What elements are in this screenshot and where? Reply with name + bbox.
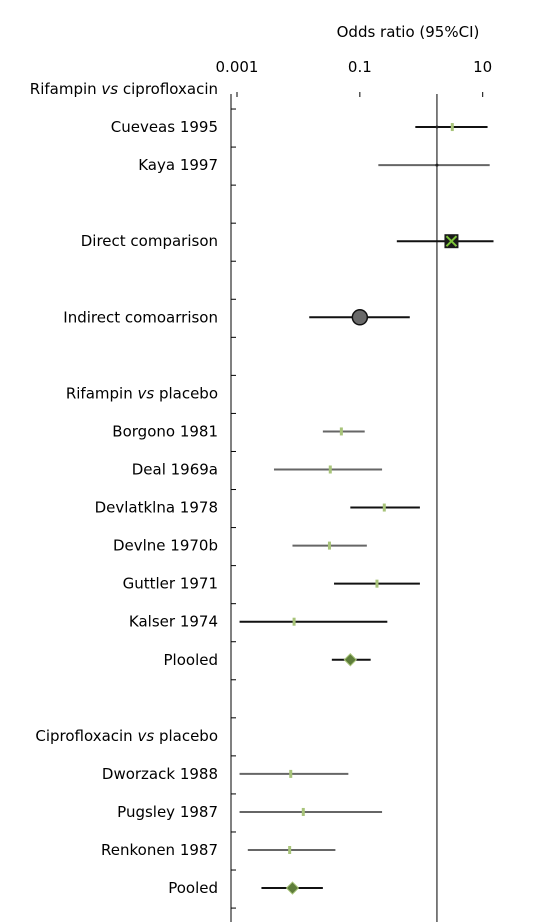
row-label: Indirect comoarrison xyxy=(63,308,218,326)
x-tick-label: 0.1 xyxy=(348,58,372,76)
point-estimate xyxy=(288,846,292,854)
row-label: Kalser 1974 xyxy=(129,613,218,631)
row-label: Pooled xyxy=(168,879,218,897)
row-label: Direct comparison xyxy=(81,232,218,250)
point-estimate xyxy=(292,617,296,626)
point-estimate xyxy=(327,541,331,550)
x-axis: 0.001 0.1 10 xyxy=(216,58,492,922)
direct-cross xyxy=(445,235,458,247)
indirect-estimate xyxy=(351,309,369,326)
x-tick-label: 0.001 xyxy=(216,58,259,76)
row-label: Renkonen 1987 xyxy=(101,841,218,859)
row-label: Plooled xyxy=(164,651,219,669)
point-estimate xyxy=(435,125,439,129)
point-estimate xyxy=(289,769,293,778)
row-label: Rifampin vs ciprofloxacin xyxy=(30,80,218,98)
row-label: Dworzack 1988 xyxy=(102,765,218,783)
row-label: Deal 1969a xyxy=(132,461,218,479)
point-estimate xyxy=(435,163,439,167)
row-label: Devlatklna 1978 xyxy=(95,499,218,517)
row-label: Borgono 1981 xyxy=(112,422,218,440)
pooled-diamond xyxy=(343,653,358,667)
row-label: Cueveas 1995 xyxy=(111,118,218,136)
point-estimate xyxy=(339,427,343,436)
point-estimate xyxy=(375,579,379,588)
row-label: Ciprofloxacin vs placebo xyxy=(35,727,218,745)
row-label: Kaya 1997 xyxy=(138,156,218,174)
point-estimate xyxy=(450,123,454,132)
x-tick-label: 10 xyxy=(473,58,492,76)
row-label: Guttler 1971 xyxy=(123,575,218,593)
point-estimate xyxy=(328,465,332,474)
row-label: Rifampin vs placebo xyxy=(66,384,218,402)
forest-rows: Rifampin vs ciprofloxacin Cueveas 1995 Kay… xyxy=(30,80,494,897)
chart-title: Odds ratio (95%CI) xyxy=(337,23,480,41)
pooled-diamond xyxy=(285,881,300,895)
point-estimate xyxy=(301,807,305,816)
point-estimate xyxy=(382,503,386,512)
row-label: Pugsley 1987 xyxy=(117,803,218,821)
row-label: Devlne 1970b xyxy=(113,537,218,555)
